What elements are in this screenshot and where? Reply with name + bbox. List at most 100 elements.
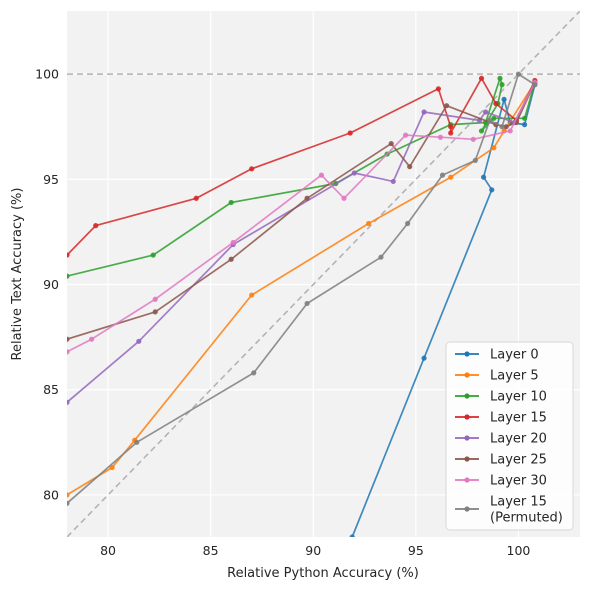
legend-swatch-marker-6 bbox=[464, 477, 470, 483]
series-4-point-1 bbox=[136, 338, 142, 344]
series-2-point-0 bbox=[67, 273, 70, 279]
series-layer bbox=[67, 71, 538, 537]
series-6-point-4 bbox=[318, 172, 325, 178]
series-7 bbox=[67, 71, 538, 506]
series-3-point-4 bbox=[347, 130, 353, 136]
series-1-point-3 bbox=[249, 292, 255, 298]
series-7-point-7 bbox=[472, 157, 478, 163]
legend-swatch-marker-2 bbox=[464, 393, 470, 399]
series-2-point-12 bbox=[521, 115, 528, 121]
series-3-point-0 bbox=[67, 252, 70, 258]
series-5-point-1 bbox=[152, 309, 158, 315]
reference-lines bbox=[67, 11, 580, 537]
y-axis-label: Relative Text Accuracy (%) bbox=[10, 188, 25, 361]
series-1-point-1 bbox=[109, 464, 115, 471]
legend-swatch-marker-5 bbox=[464, 456, 470, 462]
series-4-point-5 bbox=[421, 109, 427, 115]
series-3-point-9 bbox=[493, 100, 499, 107]
series-4-point-4 bbox=[390, 178, 396, 185]
series-0-point-2 bbox=[489, 187, 495, 193]
series-0-point-0 bbox=[349, 534, 355, 537]
series-1 bbox=[67, 79, 538, 498]
series-2-point-7 bbox=[497, 75, 503, 81]
legend-label-3: Layer 15 bbox=[490, 411, 547, 426]
series-6-point-3 bbox=[230, 239, 236, 246]
series-1-point-0 bbox=[67, 492, 70, 498]
series-6 bbox=[67, 79, 538, 355]
series-2-point-1 bbox=[150, 252, 156, 258]
series-4-point-3 bbox=[351, 170, 357, 176]
legend-label-0: Layer 0 bbox=[490, 348, 539, 363]
y-tick-label-4: 100 bbox=[35, 67, 59, 82]
series-3-point-5 bbox=[435, 86, 442, 92]
x-axis-label: Relative Python Accuracy (%) bbox=[227, 566, 419, 581]
series-5-point-3 bbox=[304, 195, 310, 201]
series-7-point-9 bbox=[499, 124, 505, 130]
x-tick-label-4: 100 bbox=[507, 543, 531, 558]
series-7-point-11 bbox=[532, 82, 538, 88]
series-7-point-8 bbox=[487, 117, 493, 124]
x-tick-label-2: 90 bbox=[305, 543, 321, 558]
series-6-point-8 bbox=[470, 136, 476, 142]
x-tick-label-1: 85 bbox=[203, 543, 219, 558]
series-7-point-0 bbox=[67, 500, 70, 506]
series-line-4 bbox=[67, 82, 536, 403]
legend-swatch-marker-1 bbox=[464, 372, 470, 378]
series-0-point-4 bbox=[501, 96, 507, 102]
series-3-point-8 bbox=[478, 75, 485, 81]
x-tick-label-0: 80 bbox=[100, 543, 116, 558]
series-2-point-8 bbox=[499, 82, 505, 88]
series-3-point-7 bbox=[448, 130, 454, 136]
y-tick-label-3: 95 bbox=[43, 172, 59, 187]
series-7-point-2 bbox=[251, 370, 257, 376]
series-2-point-11 bbox=[491, 115, 497, 121]
x-tick-label-3: 95 bbox=[408, 543, 424, 558]
series-5-point-4 bbox=[388, 140, 394, 147]
series-3-point-3 bbox=[249, 166, 255, 172]
y-tick-label-2: 90 bbox=[43, 277, 59, 292]
legend-label-4: Layer 20 bbox=[490, 432, 547, 447]
series-6-point-7 bbox=[437, 134, 444, 140]
legend-label-6: Layer 30 bbox=[490, 474, 547, 489]
series-6-point-1 bbox=[89, 336, 95, 342]
legend-box bbox=[445, 341, 574, 531]
series-7-point-1 bbox=[134, 439, 140, 445]
legend-label-1: Layer 5 bbox=[490, 369, 539, 384]
legend-swatch-marker-7 bbox=[464, 506, 470, 512]
legend-label-5: Layer 25 bbox=[490, 453, 547, 468]
series-3-point-6 bbox=[448, 124, 454, 130]
series-7-point-3 bbox=[304, 300, 310, 307]
series-7-point-10 bbox=[515, 71, 522, 77]
series-6-point-2 bbox=[152, 296, 158, 302]
legend-swatch-marker-3 bbox=[464, 414, 470, 420]
series-6-point-6 bbox=[402, 132, 409, 138]
series-6-point-5 bbox=[341, 195, 347, 201]
y-tick-label-0: 80 bbox=[43, 487, 59, 502]
series-3-point-1 bbox=[93, 223, 99, 229]
series-0-point-1 bbox=[421, 355, 427, 361]
tick-labels: 80 85 90 95 100 80 85 90 95 100 bbox=[35, 67, 530, 558]
series-2-point-2 bbox=[228, 199, 234, 206]
series-1-point-6 bbox=[491, 145, 497, 151]
legend-swatch-marker-0 bbox=[464, 351, 470, 357]
series-0-point-3 bbox=[480, 174, 487, 180]
series-1-point-5 bbox=[448, 174, 454, 180]
y-tick-label-1: 85 bbox=[43, 382, 59, 397]
legend: Layer 0 Layer 5 Layer 10 Layer 15 Layer 20 La… bbox=[445, 341, 574, 531]
series-6-point-0 bbox=[67, 349, 70, 355]
legend-swatch-marker-4 bbox=[464, 435, 470, 441]
series-5-point-8 bbox=[503, 124, 509, 130]
legend-label-2: Layer 10 bbox=[490, 390, 547, 405]
series-7-point-6 bbox=[439, 172, 446, 178]
series-2-point-10 bbox=[478, 128, 485, 134]
series-5 bbox=[67, 79, 538, 342]
series-3-point-2 bbox=[193, 195, 199, 201]
series-7-point-5 bbox=[405, 220, 411, 227]
series-5-point-2 bbox=[228, 256, 234, 262]
series-line-7 bbox=[67, 73, 536, 504]
series-1-point-4 bbox=[366, 220, 372, 227]
series-6-point-9 bbox=[507, 128, 513, 134]
series-4-point-7 bbox=[483, 109, 489, 115]
series-4-point-0 bbox=[67, 399, 70, 405]
